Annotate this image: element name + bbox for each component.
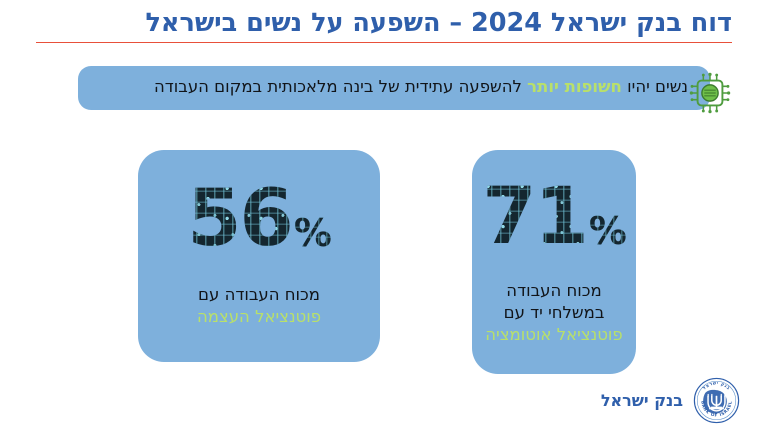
logo-text-hebrew: בנק ישראל bbox=[702, 381, 730, 391]
ai-chip-icon bbox=[689, 72, 731, 114]
stat-percent-sign: % bbox=[588, 212, 626, 256]
stat-value: 56 bbox=[187, 174, 292, 264]
stat-caption-automation: מכוח העבודה במשלחי יד עם פוטנציאל אוטומצ… bbox=[472, 280, 636, 346]
page-title: דוח בנק ישראל 2024 – השפעה על נשים בישרא… bbox=[36, 8, 732, 44]
subtitle-line2: במקום העבודה bbox=[154, 77, 263, 96]
stat-value: 71 bbox=[482, 172, 587, 262]
subtitle-banner: נשים יהיו חשופות יותר להשפעה עתידית של ב… bbox=[78, 66, 731, 114]
organization-name: בנק ישראל bbox=[600, 391, 683, 410]
caption-line-2: במשלחי יד עם bbox=[503, 303, 605, 323]
title-underline-rule bbox=[36, 41, 732, 44]
caption-line-1: מכוח העבודה bbox=[506, 281, 602, 300]
stat-number-automation: 71 % bbox=[472, 178, 636, 256]
caption-line-1: מכוח העבודה עם bbox=[198, 285, 320, 304]
stat-number-empowerment: 56 % bbox=[138, 180, 380, 258]
stat-card-automation: 71 % מכוח העבודה במשלחי יד עם פוטנציאל א… bbox=[472, 150, 636, 374]
svg-text:בנק ישראל: בנק ישראל bbox=[702, 381, 730, 391]
subtitle-highlight: חשופות יותר bbox=[527, 77, 622, 96]
stat-percent-sign: % bbox=[293, 214, 331, 258]
bank-of-israel-logo: בנק ישראל BANK OF ISRAEL bbox=[693, 377, 740, 424]
title-text: דוח בנק ישראל 2024 – השפעה על נשים בישרא… bbox=[145, 8, 732, 38]
subtitle-text: נשים יהיו חשופות יותר להשפעה עתידית של ב… bbox=[100, 74, 688, 100]
subtitle-text-after: להשפעה עתידית של בינה מלאכותית bbox=[267, 77, 528, 96]
stat-caption-empowerment: מכוח העבודה עם פוטנציאל העצמה bbox=[138, 284, 380, 328]
caption-highlight: פוטנציאל העצמה bbox=[196, 307, 322, 327]
caption-highlight: פוטנציאל אוטומציה bbox=[485, 325, 623, 345]
subtitle-text-before: נשים יהיו bbox=[621, 77, 688, 96]
stat-card-empowerment: 56 % מכוח העבודה עם פוטנציאל העצמה bbox=[138, 150, 380, 362]
footer-branding: בנק ישראל BANK OF ISRAEL בנק ישראל bbox=[601, 377, 740, 424]
